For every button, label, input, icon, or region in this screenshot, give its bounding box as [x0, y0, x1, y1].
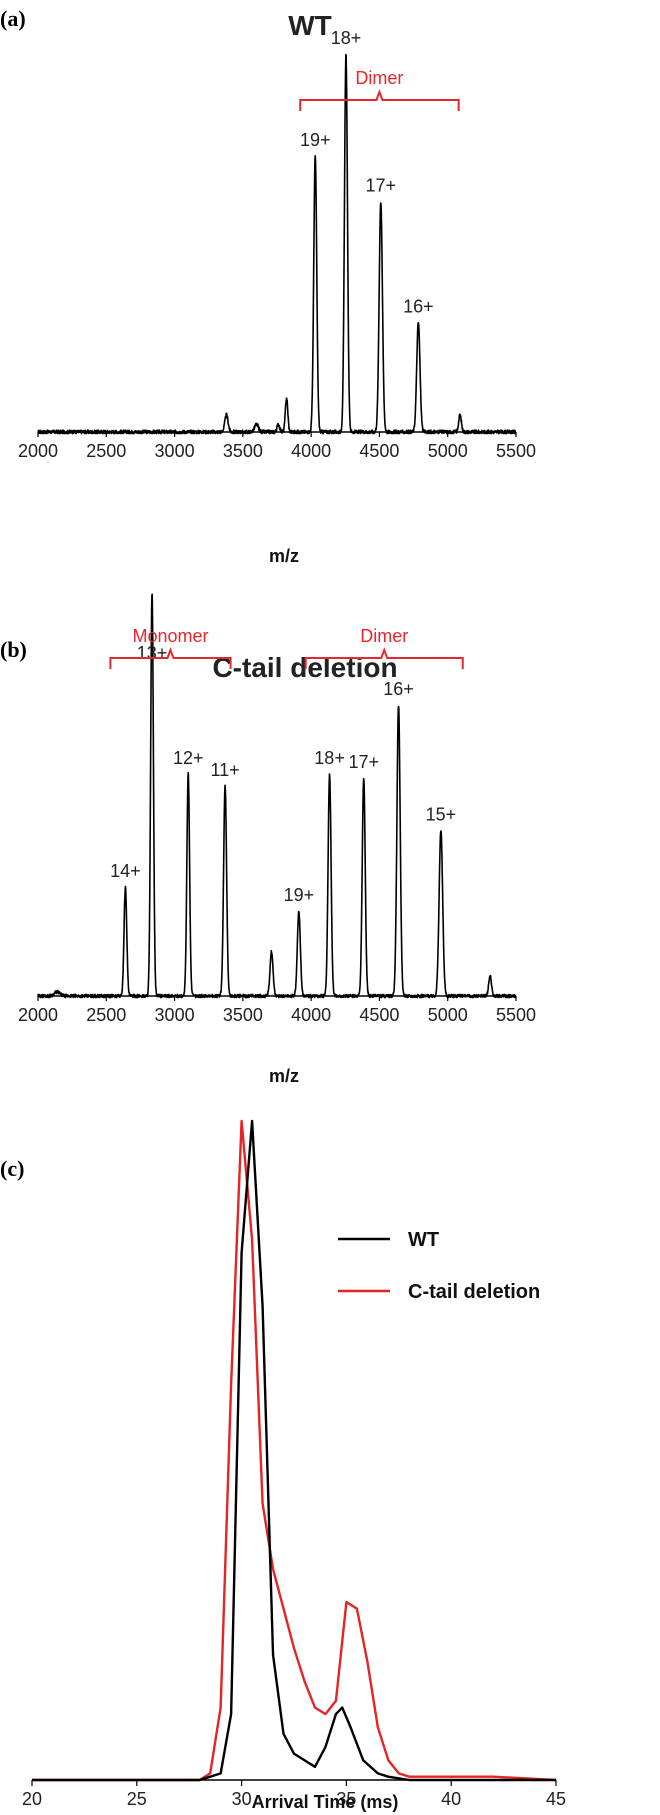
peak-label: 19+	[284, 885, 315, 905]
x-tick-label: 2000	[18, 1005, 58, 1025]
panel-c-arrival-time: (c) 20 25 30 35 40 45 Arrival Time (ms) WT C-…	[0, 1119, 566, 1812]
panel-a-wt-mass-spectrum: (a) WT 2000 2500 3000 3500 4000 4500 5000 5500 …	[0, 6, 536, 566]
peak-label: 15+	[426, 804, 457, 824]
x-tick-label: 5000	[428, 1005, 468, 1025]
panel-a-spectrum	[37, 53, 517, 435]
x-tick-label: 3500	[223, 1005, 263, 1025]
panel-c-x-axis-title: Arrival Time (ms)	[252, 1792, 399, 1812]
panel-a-x-axis-title: m/z	[269, 546, 299, 566]
panel-a-x-axis: 2000 2500 3000 3500 4000 4500 5000 5500	[18, 431, 536, 461]
legend-label-wt: WT	[408, 1229, 439, 1251]
legend-label-ctail-deletion: C-tail deletion	[408, 1281, 540, 1303]
panel-c-series	[32, 1119, 557, 1782]
panel-b-spectrum	[37, 593, 517, 999]
panel-a-title: WT	[288, 10, 332, 41]
x-tick-label: 2500	[86, 1005, 126, 1025]
x-tick-label: 40	[441, 1789, 461, 1809]
x-tick-label: 3000	[155, 441, 195, 461]
panel-a-annotations: 19+ 18+ 17+ 16+ Dimer	[299, 28, 460, 316]
peak-label: 17+	[348, 752, 379, 772]
panel-a-label: (a)	[0, 6, 26, 31]
bracket-label-dimer: Dimer	[355, 68, 403, 88]
panel-c-label: (c)	[0, 1156, 24, 1181]
bracket-monomer	[109, 647, 232, 669]
peak-label: 12+	[173, 748, 204, 768]
x-tick-label: 5500	[496, 1005, 536, 1025]
bracket-label-dimer: Dimer	[360, 626, 408, 646]
peak-label: 18+	[331, 28, 362, 48]
bracket-label-monomer: Monomer	[132, 626, 208, 646]
peak-label: 14+	[110, 861, 141, 881]
bracket-dimer	[304, 647, 464, 669]
peak-label: 16+	[403, 296, 434, 316]
x-tick-label: 2500	[86, 441, 126, 461]
panel-b-ctail-mass-spectrum: (b) C-tail deletion 2000 2500 3000 3500 4000…	[0, 593, 536, 1086]
series-line-wt	[32, 1119, 556, 1782]
series-line-ctail-deletion	[32, 1119, 557, 1782]
panel-b-x-axis-title: m/z	[269, 1066, 299, 1086]
x-tick-label: 4500	[359, 441, 399, 461]
bracket-dimer	[299, 89, 460, 111]
x-tick-label: 4500	[359, 1005, 399, 1025]
x-tick-label: 4000	[291, 441, 331, 461]
x-tick-label: 30	[232, 1789, 252, 1809]
x-tick-label: 3500	[223, 441, 263, 461]
peak-label: 17+	[366, 175, 397, 195]
peak-label: 11+	[211, 760, 240, 780]
x-tick-label: 4000	[291, 1005, 331, 1025]
panel-b-label: (b)	[0, 637, 27, 662]
peak-label: 16+	[383, 679, 414, 699]
peak-label: 18+	[314, 748, 345, 768]
x-tick-label: 45	[546, 1789, 566, 1809]
x-tick-label: 5500	[496, 441, 536, 461]
peak-label: 19+	[300, 130, 331, 150]
panel-b-annotations: 14+13+12+11+19+18+ 17+16+15+Monomer Dimer	[109, 626, 464, 905]
panel-b-x-axis: 2000 2500 3000 3500 4000 4500 5000 5500	[18, 995, 536, 1025]
spectrum-trace	[37, 593, 517, 999]
x-tick-label: 35	[336, 1789, 356, 1809]
x-tick-label: 5000	[428, 441, 468, 461]
x-tick-label: 3000	[155, 1005, 195, 1025]
x-tick-label: 20	[22, 1789, 42, 1809]
x-tick-label: 25	[127, 1789, 147, 1809]
panel-c-legend: WT C-tail deletion	[338, 1229, 540, 1303]
spectrum-trace	[37, 53, 517, 435]
x-tick-label: 2000	[18, 441, 58, 461]
